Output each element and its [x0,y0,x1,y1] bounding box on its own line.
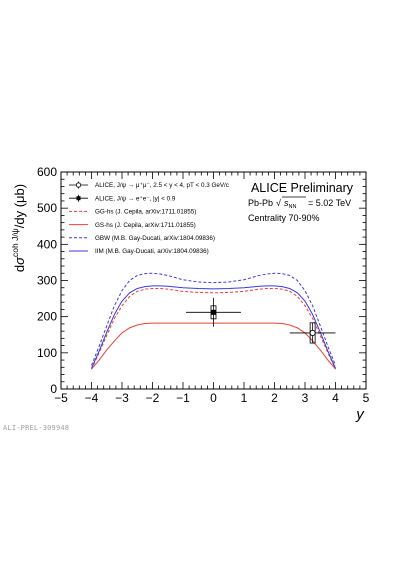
watermark: ALI-PREL-309948 [3,424,70,432]
y-tick-label: 400 [37,237,57,251]
data-marker-circle [309,329,316,336]
x-tick-label: −4 [85,391,99,405]
x-tick-label: −5 [54,391,68,405]
x-tick-label: 4 [332,391,339,405]
legend-label: GBW (M.B. Gay-Ducati, arXiv:1804.09836) [95,235,215,242]
data-marker-square [211,309,216,315]
y-tick-label: 600 [37,165,57,179]
legend-label: GG-hs (J. Cepila, arXiv:1711.01855) [95,209,196,216]
legend-label: ALICE, J/ψ → μ⁺μ⁻, 2.5 < y < 4, pT < 0.3… [95,182,229,189]
x-tick-label: −1 [176,391,190,405]
legend-label: IIM (M.B. Gay-Ducati, arXiv:1804.09836) [95,248,209,255]
x-tick-label: 2 [271,391,278,405]
sqrt-sign: √ [276,198,281,208]
x-tick-label: 0 [210,391,217,405]
energy-annotation: Pb-Pb √ sNN = 5.02 TeV [248,196,351,210]
x-tick-label: −3 [115,391,129,405]
y-tick-label: 100 [37,346,57,360]
tick-labels: −5 −4 −3 −2 −1 0 1 2 3 4 5 0 100 200 300 400 500 600 [37,165,370,405]
x-tick-label: 1 [241,391,248,405]
system-label: Pb-Pb [248,198,273,208]
series-line [91,272,336,366]
x-tick-label: 3 [302,391,309,405]
series-line [91,285,336,369]
energy-value: = 5.02 TeV [308,198,351,208]
y-tick-label: 500 [37,201,57,215]
x-tick-label: −2 [146,391,160,405]
data-points [186,297,336,344]
y-tick-label: 300 [37,274,57,288]
x-tick-label: 5 [363,391,370,405]
legend: ALICE, J/ψ → μ⁺μ⁻, 2.5 < y < 4, pT < 0.3… [69,181,229,255]
tick-marks [60,171,367,390]
y-tick-label: 200 [37,310,57,324]
legend-marker-square [76,196,81,201]
centrality-label: Centrality 70-90% [248,213,320,223]
x-axis-title: y [355,406,365,423]
y-axis-title: dσcoh J/ψ/dy (μb) [10,184,27,272]
y-tick-label: 0 [50,382,57,396]
legend-label: ALICE, J/ψ → e⁺e⁻, |y| < 0.9 [95,195,176,202]
legend-label: GS-hs (J. Cepila, arXiv:1711.01855) [95,222,196,229]
chart-title: ALICE Preliminary [251,181,354,195]
legend-marker-circle [75,182,82,188]
